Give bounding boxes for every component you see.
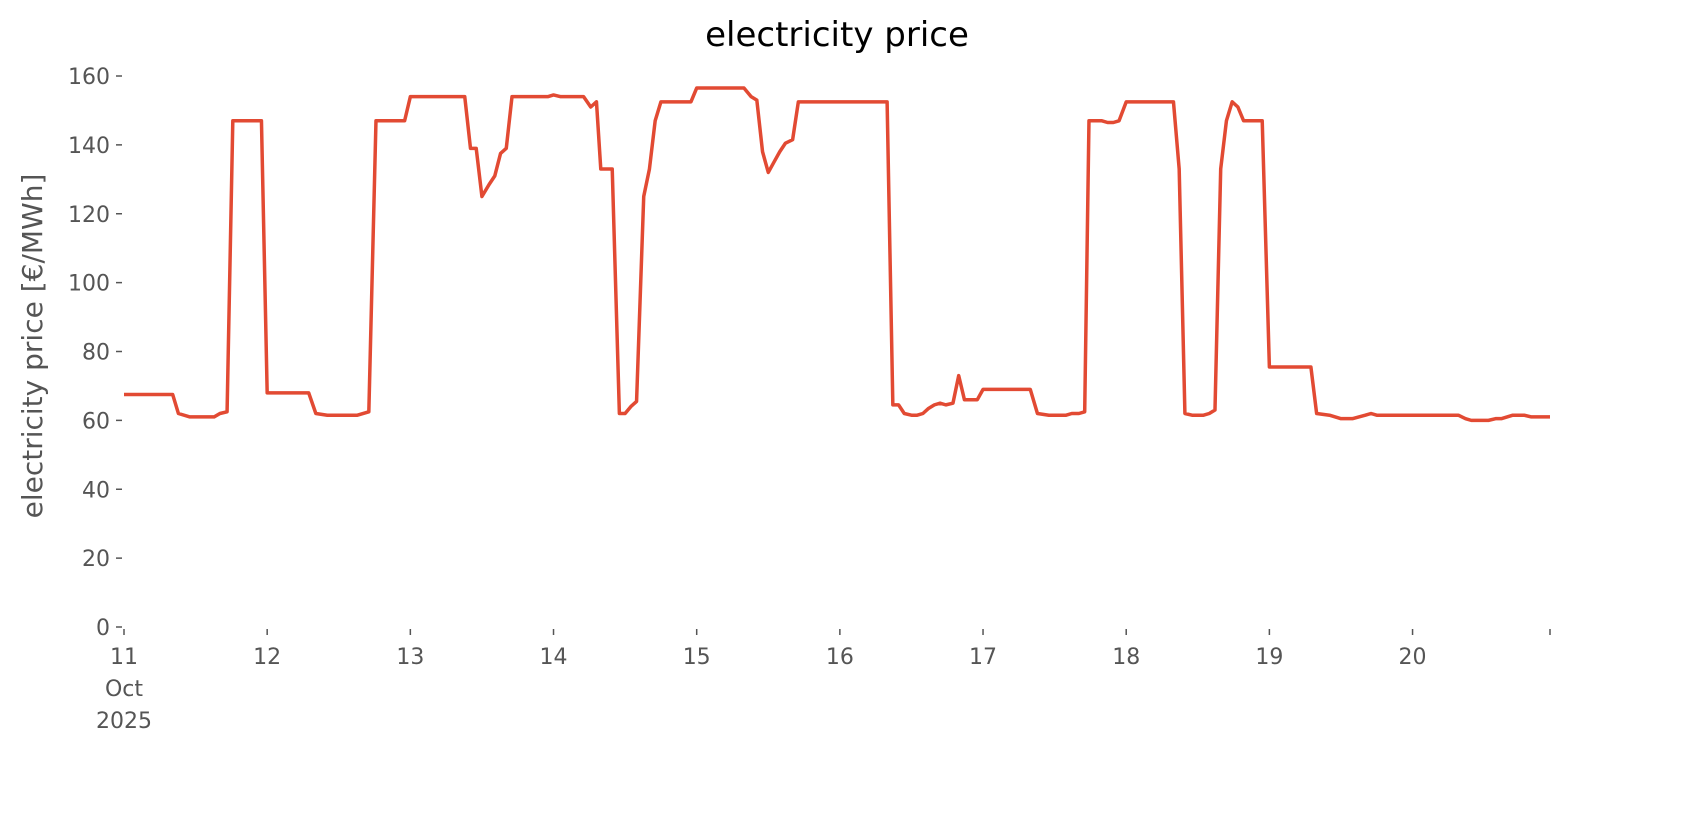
x-tick-label: 17 xyxy=(969,645,997,670)
y-tick-label: 20 xyxy=(82,547,110,572)
y-axis-label: electricity price [€/MWh] xyxy=(16,174,49,519)
y-tick-label: 0 xyxy=(96,616,110,641)
x-tick-label: 19 xyxy=(1255,645,1283,670)
price-line xyxy=(124,86,1550,423)
chart-title: electricity price xyxy=(705,15,969,55)
x-tick-label: 18 xyxy=(1112,645,1140,670)
y-tick-label: 40 xyxy=(82,478,110,503)
y-tick-label: 60 xyxy=(82,409,110,434)
y-tick-label: 100 xyxy=(68,272,110,297)
y-tick-label: 120 xyxy=(68,203,110,228)
x-tick-label: 11 Oct 2025 xyxy=(96,645,152,734)
x-tick-label: 15 xyxy=(683,645,711,670)
x-tick-label: 14 xyxy=(540,645,568,670)
x-tick-label: 13 xyxy=(396,645,424,670)
x-tick-label: 20 xyxy=(1399,645,1427,670)
x-tick-label: 12 xyxy=(253,645,281,670)
y-tick-label: 140 xyxy=(68,134,110,159)
y-tick-label: 160 xyxy=(68,65,110,90)
y-tick-label: 80 xyxy=(82,341,110,366)
x-tick-label: 16 xyxy=(826,645,854,670)
